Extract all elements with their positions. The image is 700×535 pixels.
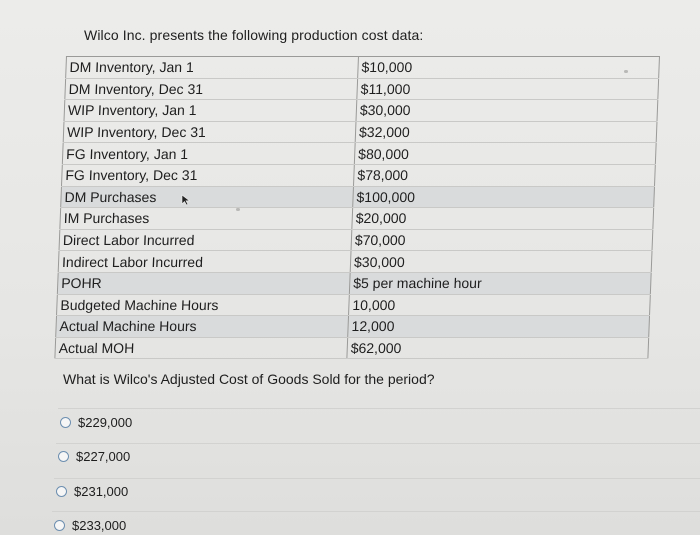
radio-button[interactable] xyxy=(60,417,71,428)
row-label: DM Inventory, Jan 1 xyxy=(65,56,359,79)
row-value: $5 per machine hour xyxy=(349,272,652,295)
row-label: Actual Machine Hours xyxy=(55,315,349,338)
radio-button[interactable] xyxy=(58,451,69,462)
divider xyxy=(56,443,700,444)
table-row: FG Inventory, Jan 1 $80,000 xyxy=(62,142,657,165)
answer-option-c[interactable]: $231,000 xyxy=(56,484,128,499)
row-value: 10,000 xyxy=(348,294,651,316)
row-value: $62,000 xyxy=(346,337,649,359)
row-value: $100,000 xyxy=(352,186,655,208)
row-value: 12,000 xyxy=(347,315,650,338)
row-label: FG Inventory, Jan 1 xyxy=(62,142,356,165)
divider xyxy=(54,478,700,479)
option-label: $233,000 xyxy=(72,518,127,533)
row-value: $30,000 xyxy=(350,250,653,273)
row-value: $10,000 xyxy=(357,56,660,79)
row-label: WIP Inventory, Dec 31 xyxy=(63,121,356,143)
row-value: $78,000 xyxy=(353,164,656,187)
table-row: IM Purchases $20,000 xyxy=(59,207,654,230)
row-label: IM Purchases xyxy=(59,207,353,230)
option-label: $231,000 xyxy=(74,484,129,499)
divider xyxy=(52,511,700,512)
row-value: $20,000 xyxy=(351,207,654,230)
table-row: Direct Labor Incurred $70,000 xyxy=(59,229,653,251)
row-value: $30,000 xyxy=(355,99,658,122)
table-row: POHR $5 per machine hour xyxy=(57,272,652,295)
answer-option-d[interactable]: $233,000 xyxy=(54,518,126,533)
table-row: Budgeted Machine Hours 10,000 xyxy=(56,294,651,316)
radio-button[interactable] xyxy=(56,486,67,497)
table-row: DM Inventory, Jan 1 $10,000 xyxy=(65,56,660,79)
answer-option-a[interactable]: $229,000 xyxy=(60,415,132,430)
table-row: WIP Inventory, Jan 1 $30,000 xyxy=(63,99,658,122)
table-row: DM Purchases $100,000 xyxy=(60,186,655,208)
table-row: WIP Inventory, Dec 31 $32,000 xyxy=(63,121,657,143)
row-label: POHR xyxy=(57,272,351,295)
row-label: Indirect Labor Incurred xyxy=(58,250,352,273)
option-label: $227,000 xyxy=(76,449,131,464)
row-label: FG Inventory, Dec 31 xyxy=(61,164,355,187)
radio-button[interactable] xyxy=(54,520,65,531)
question-text: What is Wilco's Adjusted Cost of Goods S… xyxy=(63,371,435,387)
mouse-pointer-icon xyxy=(181,194,191,206)
table-row: Actual MOH $62,000 xyxy=(54,337,649,359)
table-row: FG Inventory, Dec 31 $78,000 xyxy=(61,164,656,187)
option-label: $229,000 xyxy=(78,415,133,430)
row-value: $70,000 xyxy=(351,229,653,251)
screen-speck xyxy=(236,208,240,211)
row-label: Direct Labor Incurred xyxy=(59,229,352,251)
answer-option-b[interactable]: $227,000 xyxy=(58,449,130,464)
table-row: Actual Machine Hours 12,000 xyxy=(55,315,650,338)
row-value: $80,000 xyxy=(354,142,657,165)
table-row: DM Inventory, Dec 31 $11,000 xyxy=(64,78,659,100)
row-label: DM Purchases xyxy=(60,186,354,208)
question-intro-text: Wilco Inc. presents the following produc… xyxy=(84,27,424,43)
row-value: $11,000 xyxy=(356,78,659,100)
row-label: WIP Inventory, Jan 1 xyxy=(63,99,357,122)
row-label: DM Inventory, Dec 31 xyxy=(64,78,358,100)
table-row: Indirect Labor Incurred $30,000 xyxy=(58,250,653,273)
row-label: Actual MOH xyxy=(54,337,348,359)
divider xyxy=(58,408,700,409)
row-label: Budgeted Machine Hours xyxy=(56,294,350,316)
cost-data-table: DM Inventory, Jan 1 $10,000 DM Inventory… xyxy=(54,56,661,360)
screen-speck xyxy=(624,70,628,73)
row-value: $32,000 xyxy=(355,121,657,143)
